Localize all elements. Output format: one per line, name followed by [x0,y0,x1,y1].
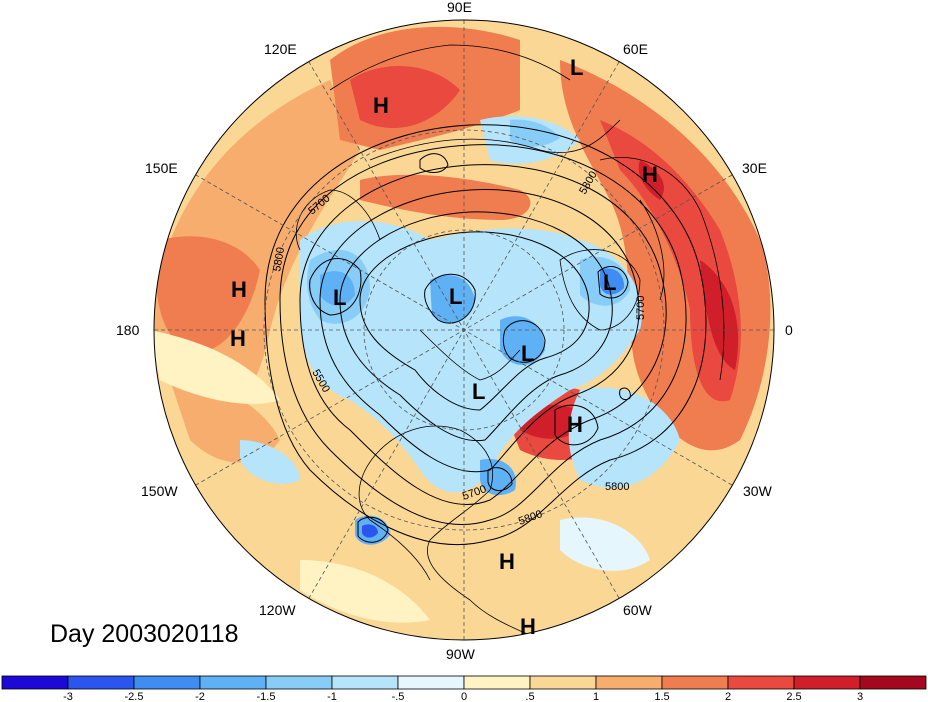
high-marker: H [231,277,247,302]
colorbar-box [199,675,267,690]
anomaly-shading [154,20,774,640]
map-boundary [153,19,775,641]
lon-label-0: 0 [785,322,793,338]
high-marker: H [373,93,389,118]
contour-label: 5700 [635,296,647,320]
colorbar-boxes [1,675,927,690]
colorbar-tick-label: 2.5 [786,691,801,702]
colorbar-ticks: -3 -2.5 -2 -1.5 -1 -.5 0 .5 1 1.5 2 2.5 3 [63,691,863,702]
high-marker: H [520,614,536,639]
low-marker: L [570,55,583,80]
day-label: Day 2003020118 [50,620,239,648]
high-marker: H [642,162,658,187]
lon-label-120e: 120E [264,41,297,57]
lon-label-150w: 150W [141,483,178,499]
pressure-systems: H L H L H H L L L L H H H [230,55,658,639]
colorbar-tick-label: -2 [195,691,205,702]
lon-label-90e: 90E [447,0,472,15]
lon-label-30w: 30W [743,483,773,499]
high-marker: H [230,326,246,351]
colorbar-tick-label: 3 [857,691,863,702]
low-marker: L [449,284,462,309]
lon-label-30e: 30E [742,160,767,176]
graticule [154,20,774,640]
longitude-labels: 90E 60E 30E 0 30W 60W 90W 120W 150W 180 … [116,0,793,662]
low-marker: L [521,341,534,366]
lon-label-150e: 150E [145,160,178,176]
colorbar-tick-label: 1 [593,691,599,702]
lon-label-60w: 60W [623,602,653,618]
colorbar-box [133,675,201,690]
low-marker: L [333,285,346,310]
colorbar-box [727,675,795,690]
colorbar-box [529,675,597,690]
high-marker: H [499,549,515,574]
colorbar-tick-label: -1 [327,691,337,702]
low-marker: L [472,379,485,404]
colorbar-tick-label: -2.5 [125,691,144,702]
colorbar-box [331,675,399,690]
lon-label-180: 180 [116,322,140,338]
contour-label: 5800 [605,481,629,493]
high-marker: H [567,412,583,437]
colorbar-box [265,675,333,690]
low-marker: L [603,270,616,295]
colorbar-box [463,675,531,690]
colorbar-box [661,675,729,690]
lon-label-120w: 120W [259,602,296,618]
colorbar-tick-label: 0 [461,691,467,702]
coastlines [296,44,725,640]
colorbar: -3 -2.5 -2 -1.5 -1 -.5 0 .5 1 1.5 2 2.5 3 [1,675,927,702]
colorbar-box [1,675,69,690]
lon-label-90w: 90W [446,646,476,662]
colorbar-box [793,675,861,690]
colorbar-tick-label: 2 [725,691,731,702]
colorbar-tick-label: -1.5 [257,691,276,702]
polar-map: 5700 5800 5800 5700 5500 5800 5700 5800 … [116,0,793,662]
colorbar-box [595,675,663,690]
colorbar-tick-label: 1.5 [654,691,669,702]
colorbar-tick-label: .5 [525,691,534,702]
colorbar-box [859,675,927,690]
colorbar-box [67,675,135,690]
contour-label: 5800 [271,246,287,272]
colorbar-box [397,675,465,690]
colorbar-tick-label: -3 [63,691,73,702]
colorbar-tick-label: -.5 [392,691,405,702]
lon-label-60e: 60E [623,41,648,57]
